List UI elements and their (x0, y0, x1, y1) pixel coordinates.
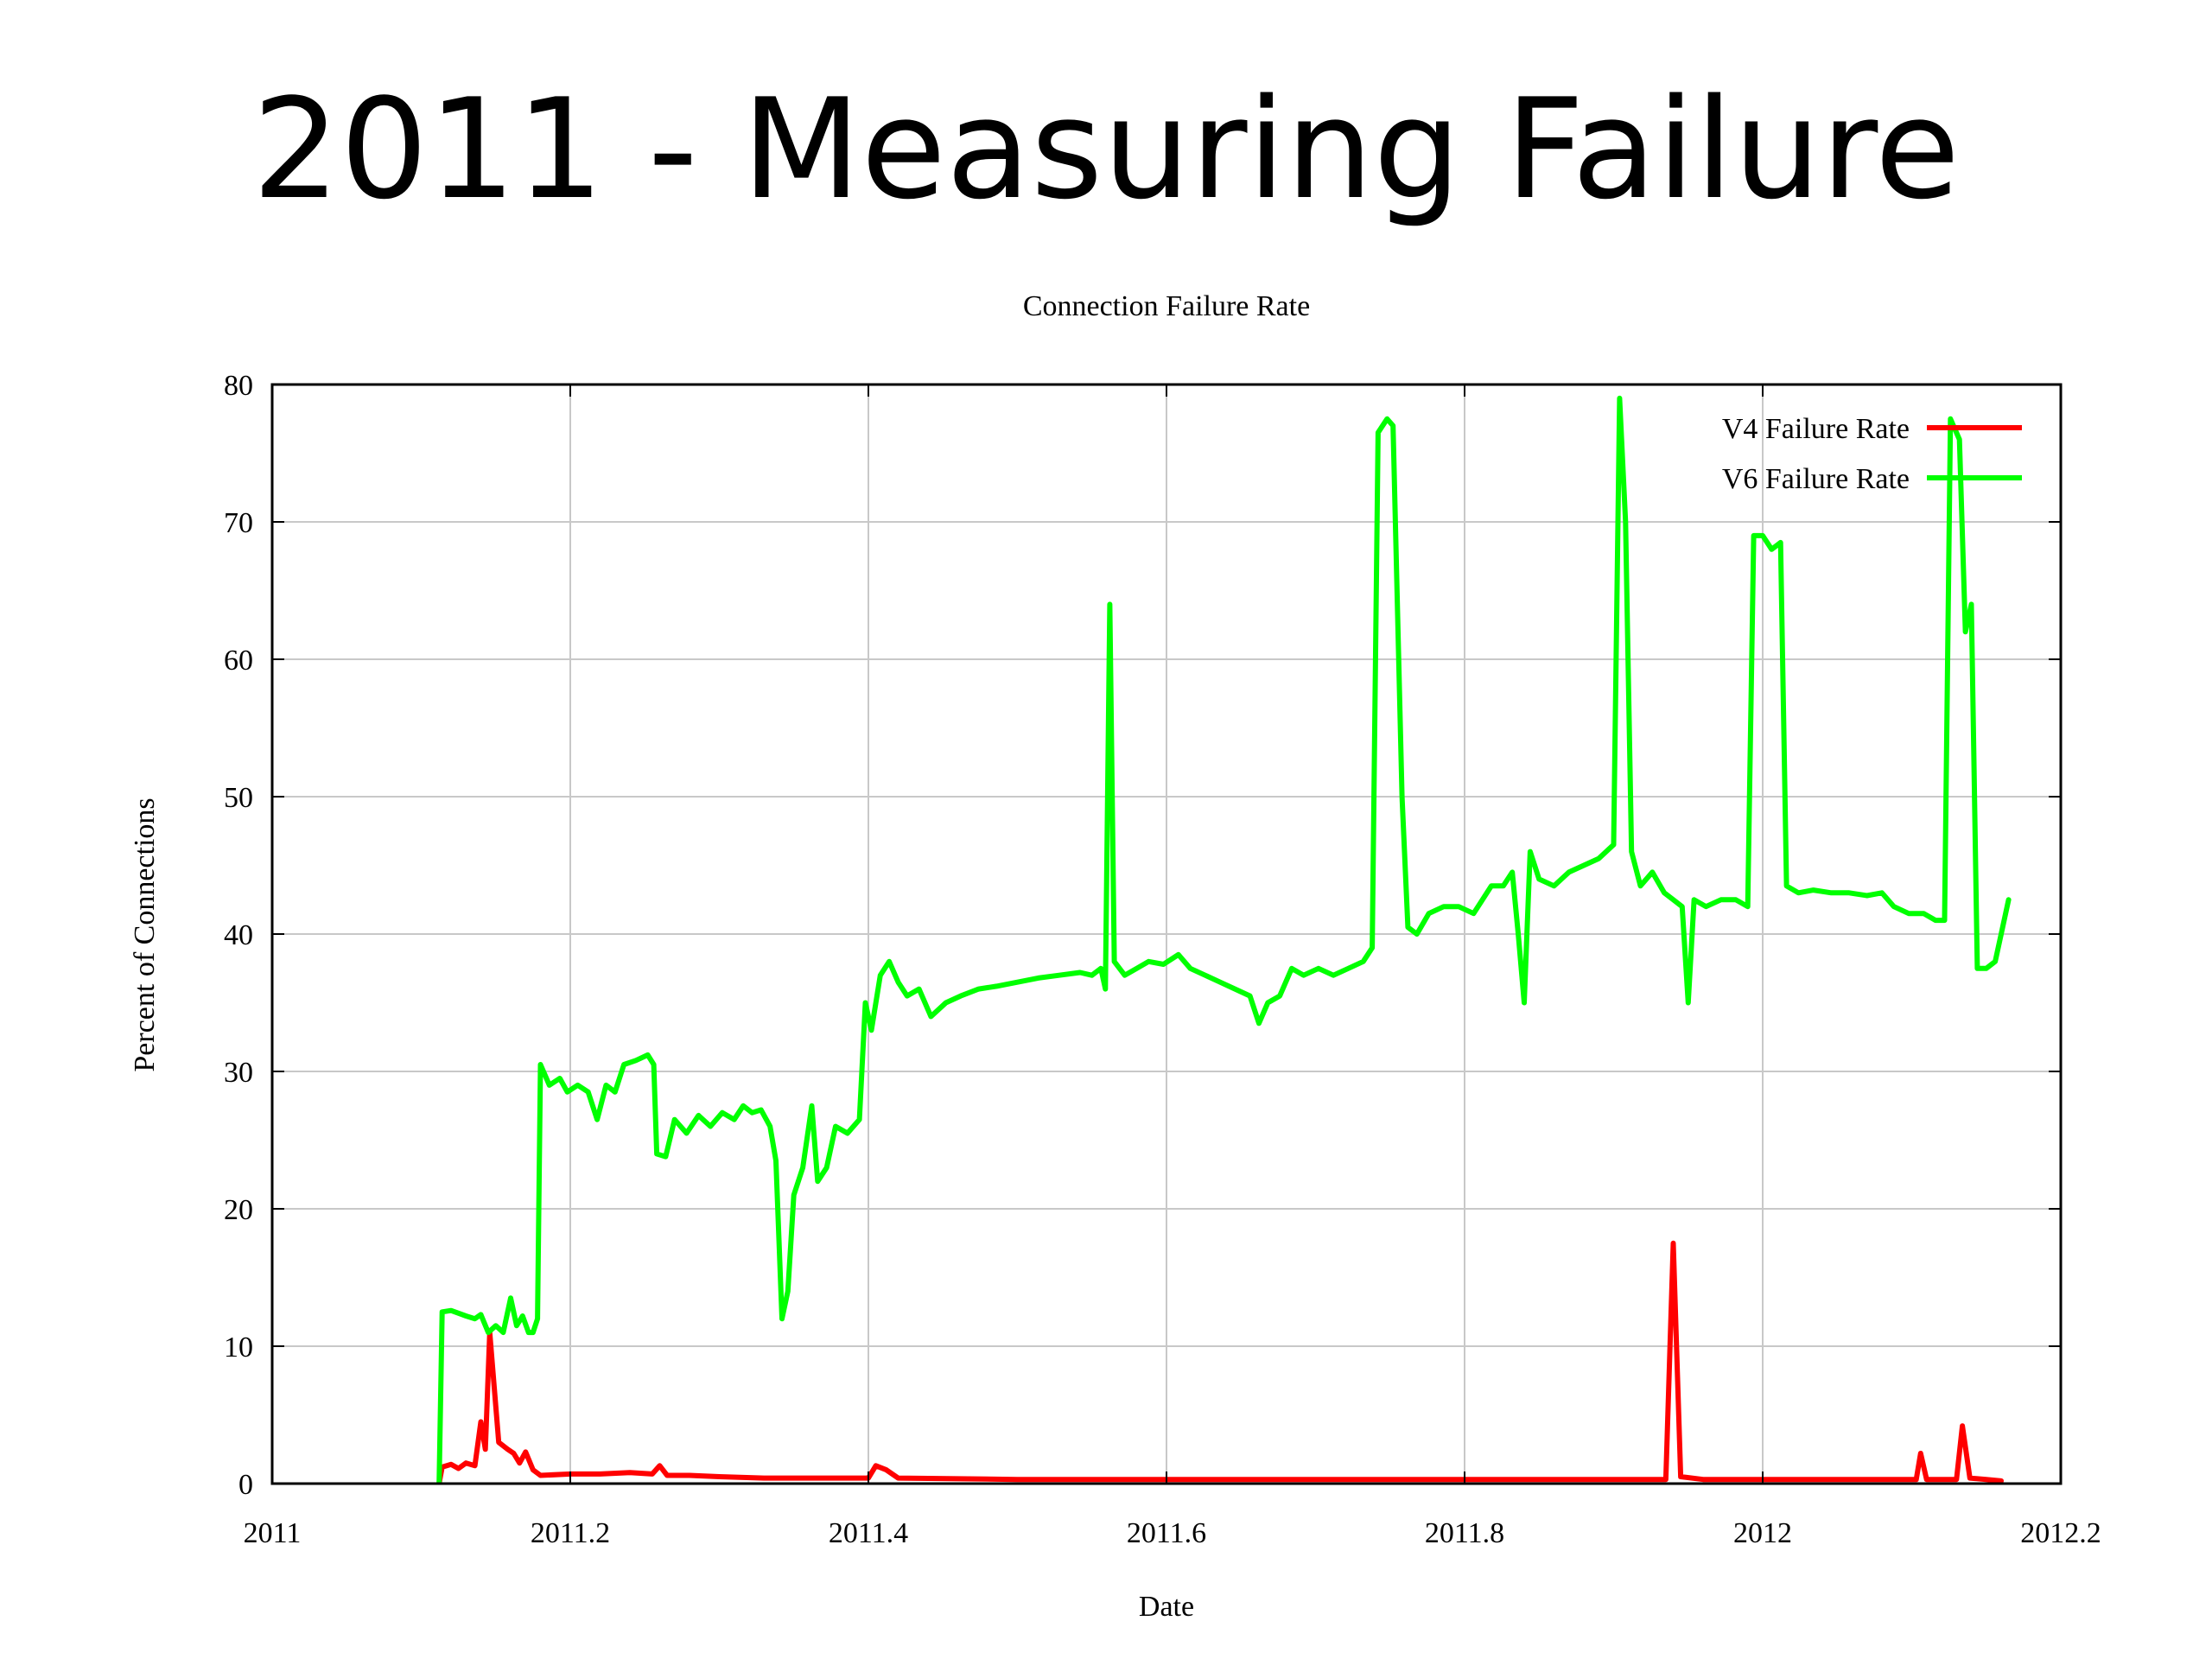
y-tick-label: 50 (224, 782, 253, 814)
legend: V4 Failure Rate V6 Failure Rate (1722, 413, 2022, 495)
x-tick-label: 2012.2 (2020, 1517, 2101, 1549)
x-tick-label: 2011.8 (1425, 1517, 1504, 1549)
x-tick-label: 2011.2 (531, 1517, 610, 1549)
y-tick-label: 30 (224, 1057, 253, 1089)
y-tick-labels: 0 10 20 30 40 50 60 70 80 (224, 370, 253, 1501)
grid-lines (272, 385, 2061, 1484)
y-tick-label: 70 (224, 507, 253, 539)
axis-ticks (271, 384, 2062, 1484)
series-line-v6 (436, 395, 2012, 1484)
slide-title: 2011 - Measuring Failure (251, 68, 1961, 230)
x-tick-label: 2011.4 (829, 1517, 908, 1549)
legend-label: V6 Failure Rate (1722, 463, 1910, 495)
x-axis-label: Date (1139, 1591, 1194, 1623)
x-tick-label: 2011.6 (1127, 1517, 1206, 1549)
legend-label: V4 Failure Rate (1722, 413, 1910, 445)
x-tick-label: 2011 (244, 1517, 302, 1549)
x-tick-label: 2012 (1733, 1517, 1792, 1549)
y-tick-label: 60 (224, 645, 253, 677)
y-tick-label: 10 (224, 1332, 253, 1363)
series-lines (436, 395, 2012, 1484)
series-line-v4 (436, 1240, 2004, 1484)
chart-title: Connection Failure Rate (1023, 290, 1310, 322)
x-tick-labels: 2011 2011.2 2011.4 2011.6 2011.8 2012 2012.2 (244, 1517, 2101, 1549)
y-tick-label: 40 (224, 919, 253, 951)
y-tick-label: 20 (224, 1194, 253, 1226)
y-tick-label: 80 (224, 370, 253, 402)
y-tick-label: 0 (238, 1469, 253, 1501)
y-axis-label: Percent of Connections (129, 798, 161, 1071)
